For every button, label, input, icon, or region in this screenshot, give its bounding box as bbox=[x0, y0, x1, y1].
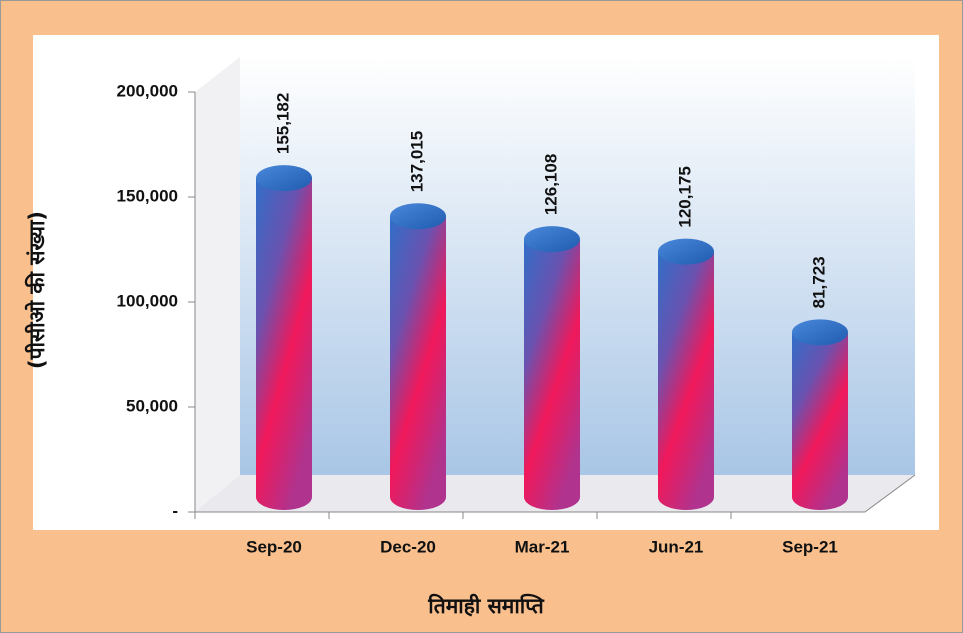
side-wall bbox=[195, 57, 240, 512]
x-tick-label: Mar-21 bbox=[515, 537, 570, 556]
bar bbox=[792, 332, 848, 510]
y-tick-label: 50,000 bbox=[126, 396, 178, 415]
y-tick-label: - bbox=[172, 501, 178, 520]
x-tick-label: Jun-21 bbox=[649, 537, 704, 556]
value-label: 81,723 bbox=[809, 256, 828, 308]
x-tick-label: Dec-20 bbox=[380, 537, 436, 556]
value-label: 126,108 bbox=[541, 154, 560, 215]
bar bbox=[390, 216, 446, 510]
bar-top bbox=[658, 238, 714, 265]
value-label: 137,015 bbox=[407, 131, 426, 192]
y-tick-label: 100,000 bbox=[117, 291, 178, 310]
value-label: 155,182 bbox=[273, 93, 292, 154]
bar bbox=[256, 178, 312, 510]
y-tick-label: 150,000 bbox=[117, 186, 178, 205]
bar-top bbox=[524, 226, 580, 253]
y-tick-label: 200,000 bbox=[117, 81, 178, 100]
bar-top bbox=[256, 165, 312, 192]
bar bbox=[658, 251, 714, 510]
bar-top bbox=[792, 319, 848, 346]
y-axis-title: (पीसीओ की संख्या) bbox=[24, 211, 49, 369]
value-label: 120,175 bbox=[675, 166, 694, 227]
bars bbox=[256, 165, 848, 510]
x-tick-label: Sep-20 bbox=[246, 537, 302, 556]
x-tick-label: Sep-21 bbox=[782, 537, 838, 556]
bar bbox=[524, 239, 580, 510]
bar-top bbox=[390, 203, 446, 230]
x-axis-title: तिमाही समाप्ति bbox=[427, 593, 544, 618]
